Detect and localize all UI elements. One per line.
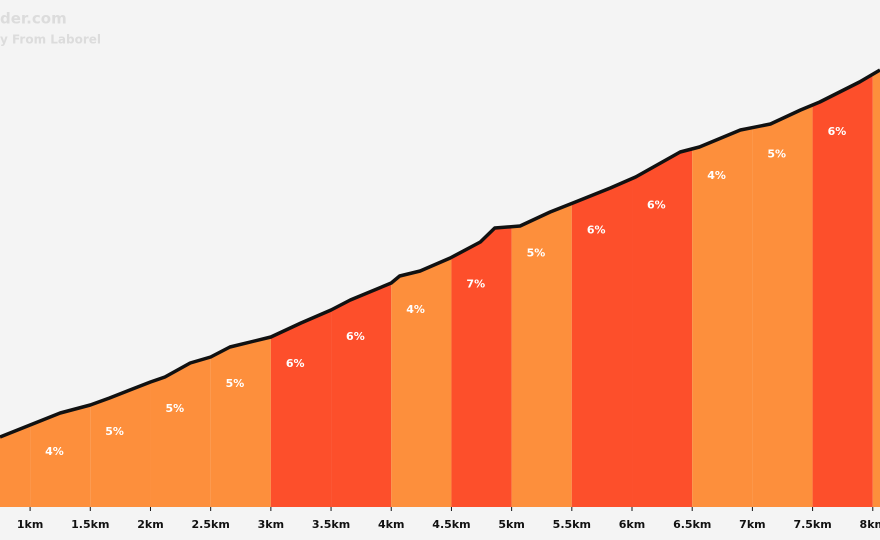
gradient-label: 5% xyxy=(767,148,786,161)
gradient-label: 5% xyxy=(105,425,124,438)
gradient-segment xyxy=(692,70,753,507)
x-tick-label: 7.5km xyxy=(793,518,831,531)
watermark: der.com xyxy=(0,10,67,28)
gradient-label: 5% xyxy=(165,402,184,415)
gradient-segment xyxy=(270,70,332,507)
watermark: y From Laborel xyxy=(0,33,101,47)
x-tick-label: 4km xyxy=(378,518,404,531)
gradient-label: 6% xyxy=(828,125,847,138)
gradient-label: 4% xyxy=(406,303,425,316)
elevation-line xyxy=(0,68,880,439)
gradient-segment xyxy=(872,70,880,507)
gradient-label: 7% xyxy=(466,277,485,290)
gradient-label: 5% xyxy=(527,247,546,260)
gradient-label: 5% xyxy=(226,377,245,390)
x-tick-label: 3.5km xyxy=(312,518,350,531)
x-tick-label: 1km xyxy=(17,518,43,531)
x-tick-label: 1.5km xyxy=(71,518,109,531)
gradient-segment xyxy=(150,70,211,507)
gradient-label: 6% xyxy=(647,199,666,212)
gradient-segment xyxy=(571,70,633,507)
x-tick-label: 2.5km xyxy=(192,518,230,531)
gradient-label: 6% xyxy=(587,223,606,236)
x-tick-label: 3km xyxy=(258,518,284,531)
gradient-segment xyxy=(812,70,873,507)
gradient-label: 6% xyxy=(286,357,305,370)
gradient-label: 4% xyxy=(707,169,726,182)
gradient-segment xyxy=(391,70,452,507)
x-tick-label: 2km xyxy=(137,518,163,531)
x-tick-label: 6.5km xyxy=(673,518,711,531)
gradient-segment xyxy=(210,70,271,507)
gradient-label: 4% xyxy=(45,445,64,458)
gradient-segment xyxy=(30,70,91,507)
x-tick-label: 5km xyxy=(498,518,524,531)
gradient-segment xyxy=(632,70,693,507)
gradient-segment xyxy=(331,70,392,507)
x-axis-band xyxy=(0,507,880,540)
gradient-label: 6% xyxy=(346,330,365,343)
x-tick-label: 8km xyxy=(860,518,880,531)
x-tick-label: 6km xyxy=(619,518,645,531)
x-tick-label: 4.5km xyxy=(432,518,470,531)
x-tick-label: 5.5km xyxy=(553,518,591,531)
x-tick-label: 7km xyxy=(739,518,765,531)
segments xyxy=(0,70,880,507)
gradient-segment xyxy=(752,70,813,507)
